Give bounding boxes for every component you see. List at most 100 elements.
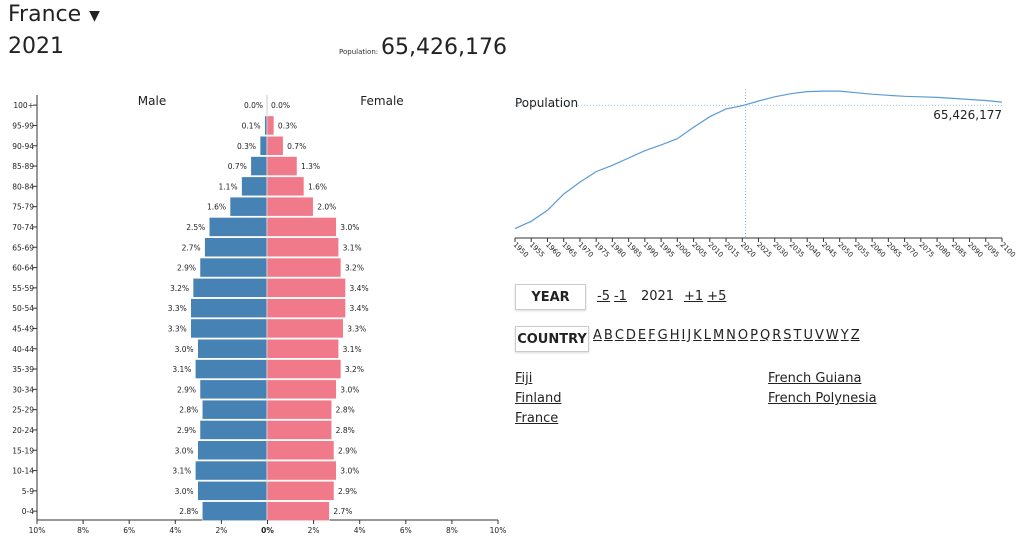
female-value-label: 0.3% [278, 121, 297, 130]
x-tick-label: 2% [215, 526, 227, 535]
age-group-label: 45-49 [12, 324, 34, 333]
letter-link-n[interactable]: N [726, 328, 736, 343]
letter-link-h[interactable]: H [669, 328, 680, 343]
country-link[interactable]: Finland [515, 391, 562, 406]
male-value-label: 3.2% [170, 284, 189, 293]
male-bar [259, 136, 268, 156]
letter-link-g[interactable]: G [657, 328, 668, 343]
letter-link-s[interactable]: S [783, 328, 792, 343]
male-value-label: 2.8% [179, 406, 198, 415]
age-group-label: 80-84 [12, 182, 34, 191]
female-value-label: 1.3% [301, 162, 320, 171]
year-tick-label: 2100 [999, 241, 1017, 259]
female-value-label: 1.6% [308, 182, 327, 191]
year-tick-label: 2070 [901, 241, 919, 259]
country-name: France [8, 2, 82, 27]
letter-link-a[interactable]: A [593, 328, 602, 343]
age-group-label: 95-99 [12, 121, 34, 130]
age-group-label: 65-69 [12, 243, 34, 252]
letter-link-b[interactable]: B [603, 328, 613, 343]
letter-link-v[interactable]: V [815, 328, 824, 343]
female-value-label: 3.1% [343, 345, 362, 354]
year-plus1-link[interactable]: +1 [684, 289, 704, 304]
female-bar [266, 196, 314, 217]
letter-link-p[interactable]: P [750, 328, 758, 343]
line-chart-title: Population [515, 96, 578, 110]
male-bar [202, 501, 268, 521]
male-bar [204, 237, 268, 257]
country-selector[interactable]: France ▼ [8, 2, 100, 27]
female-bar [266, 257, 342, 278]
letter-link-j[interactable]: J [687, 328, 692, 343]
marker-value-label: 65,426,177 [933, 108, 1002, 122]
letter-link-d[interactable]: D [625, 328, 636, 343]
female-bar [266, 420, 332, 440]
country-link[interactable]: French Guiana [768, 371, 862, 386]
country-link[interactable]: French Polynesia [768, 391, 877, 406]
age-group-label: 90-94 [12, 142, 34, 151]
male-value-label: 3.1% [172, 365, 191, 374]
letter-link-f[interactable]: F [648, 328, 656, 343]
x-tick-label: 2% [308, 526, 320, 535]
female-bar [266, 136, 284, 156]
letter-link-i[interactable]: I [681, 328, 686, 343]
male-value-label: 2.5% [186, 223, 205, 232]
age-group-label: 55-59 [12, 284, 34, 293]
x-tick-label: 0% [261, 526, 274, 535]
male-bar [190, 318, 268, 339]
letter-link-q[interactable]: Q [759, 328, 771, 343]
year-navigation: -5 -1 2021 +1 +5 [597, 289, 726, 304]
female-value-label: 3.1% [343, 243, 362, 252]
female-bar [266, 440, 335, 460]
country-list-col2: French Guiana French Polynesia [768, 369, 877, 409]
country-link[interactable]: France [515, 411, 559, 426]
letter-link-t[interactable]: T [793, 328, 802, 343]
x-tick-label: 10% [490, 526, 507, 535]
male-bar [197, 481, 268, 501]
letter-link-c[interactable]: C [614, 328, 624, 343]
male-bar [190, 298, 268, 318]
year-tick-label: 2090 [966, 241, 984, 259]
male-value-label: 1.1% [219, 182, 238, 191]
female-bar [266, 278, 346, 298]
letter-link-w[interactable]: W [825, 328, 839, 343]
male-bar [229, 196, 268, 217]
year-tick-label: 2040 [804, 241, 822, 259]
year-tick-label: 1950 [512, 241, 530, 259]
female-value-label: 0.0% [271, 101, 290, 110]
letter-link-z[interactable]: Z [850, 328, 860, 343]
letter-link-e[interactable]: E [637, 328, 647, 343]
population-line [514, 90, 1003, 230]
male-value-label: 2.8% [179, 507, 198, 516]
letter-link-y[interactable]: Y [840, 328, 849, 343]
male-value-label: 3.0% [175, 446, 194, 455]
male-bar [199, 420, 268, 440]
age-group-label: 15-19 [12, 446, 34, 455]
letter-link-k[interactable]: K [693, 328, 702, 343]
male-value-label: 0.0% [244, 101, 263, 110]
current-year: 2021 [640, 289, 675, 304]
year-tick-label: 1970 [577, 241, 595, 259]
year-tick-label: 2065 [885, 241, 903, 259]
letter-link-o[interactable]: O [737, 328, 749, 343]
year-tick-label: 1980 [609, 241, 627, 259]
year-plus5-link[interactable]: +5 [707, 289, 727, 304]
letter-link-r[interactable]: R [772, 328, 782, 343]
year-minus1-link[interactable]: -1 [613, 289, 627, 304]
female-bar [266, 115, 275, 136]
age-group-label: 30-34 [12, 385, 34, 394]
male-value-label: 2.9% [177, 426, 196, 435]
letter-link-m[interactable]: M [712, 328, 725, 343]
x-tick-label: 4% [169, 526, 181, 535]
female-bar [266, 318, 344, 339]
male-value-label: 3.3% [168, 304, 187, 313]
female-value-label: 3.4% [350, 284, 369, 293]
age-group-label: 50-54 [12, 304, 34, 313]
female-bar [266, 379, 337, 400]
year-minus5-link[interactable]: -5 [597, 289, 610, 304]
letter-link-u[interactable]: U [803, 328, 813, 343]
male-bar [192, 278, 268, 298]
age-group-label: 85-89 [12, 162, 34, 171]
country-link[interactable]: Fiji [515, 371, 533, 386]
letter-link-l[interactable]: L [703, 328, 711, 343]
